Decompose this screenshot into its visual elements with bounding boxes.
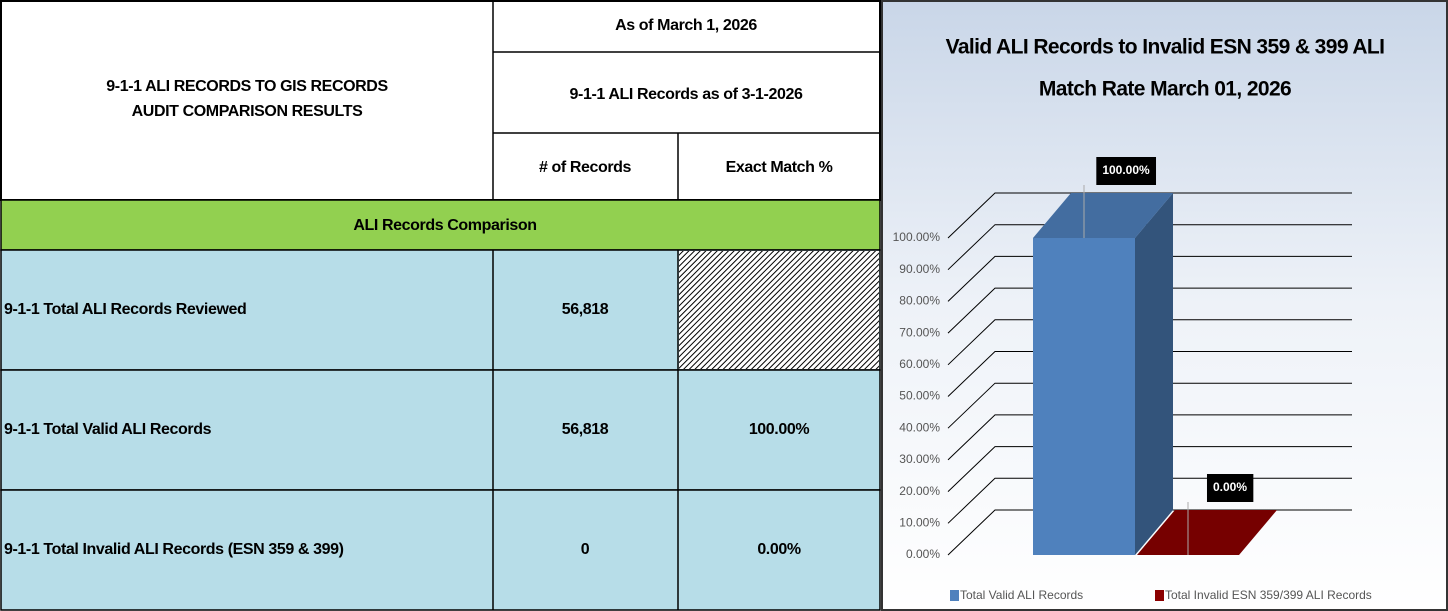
y-tick-label: 60.00%	[899, 357, 940, 371]
y-tick-label: 70.00%	[899, 325, 940, 339]
cell-value: 0	[581, 541, 590, 558]
y-tick-label: 90.00%	[899, 262, 940, 276]
chart-title: Valid ALI Records to Invalid ESN 359 & 3…	[946, 36, 1385, 59]
grid-line	[947, 446, 1352, 492]
audit-table: 9-1-1 ALI RECORDS TO GIS RECORDS AUDIT C…	[0, 0, 881, 611]
header-bg	[0, 0, 881, 201]
legend-swatch	[950, 590, 959, 601]
table-title: AUDIT COMPARISON RESULTS	[132, 103, 363, 120]
row-label: 9-1-1 Total ALI Records Reviewed	[4, 301, 246, 318]
chart-title: Match Rate March 01, 2026	[1039, 78, 1291, 101]
bar-side	[1135, 193, 1173, 555]
cell-value: 0.00%	[757, 541, 801, 558]
legend-label: Total Valid ALI Records	[960, 588, 1083, 602]
y-tick-label: 20.00%	[899, 484, 940, 498]
y-tick-label: 40.00%	[899, 420, 940, 434]
data-label-box	[1096, 157, 1157, 185]
y-tick-label: 10.00%	[899, 515, 940, 529]
data-label: 100.00%	[1102, 163, 1150, 177]
data-label: 0.00%	[1213, 480, 1247, 494]
section-title: ALI Records Comparison	[353, 217, 536, 234]
bar-top-shade	[1137, 510, 1277, 555]
y-tick-label: 80.00%	[899, 294, 940, 308]
bar-side-shade	[1135, 193, 1173, 555]
subheader: 9-1-1 ALI Records as of 3-1-2026	[570, 86, 803, 103]
y-tick-label: 0.00%	[906, 547, 940, 561]
bar-top	[1137, 510, 1277, 555]
column-header: Exact Match %	[726, 159, 833, 176]
grid-line	[947, 255, 1352, 302]
row-label: 9-1-1 Total Invalid ALI Records (ESN 359…	[4, 541, 344, 558]
grid-line	[947, 287, 1352, 334]
y-tick-label: 50.00%	[899, 389, 940, 403]
bar-front	[1033, 238, 1135, 555]
grid-line	[947, 351, 1352, 397]
cell-value: 56,818	[562, 421, 609, 438]
bar-top	[1033, 193, 1173, 238]
chart: Valid ALI Records to Invalid ESN 359 & 3…	[881, 0, 1448, 611]
cell-value: 56,818	[562, 301, 609, 318]
grid-line	[947, 319, 1352, 366]
y-tick-label: 100.00%	[893, 230, 941, 244]
row-label: 9-1-1 Total Valid ALI Records	[4, 421, 212, 438]
bar-top-shade	[1033, 193, 1173, 238]
hatched-cell	[679, 251, 879, 369]
data-label-box	[1206, 474, 1254, 502]
column-header: # of Records	[539, 159, 632, 176]
grid-line	[947, 382, 1352, 429]
grid-line	[947, 192, 1352, 239]
row-bg	[0, 489, 881, 611]
grid-line	[947, 414, 1352, 461]
as-of: As of March 1, 2026	[615, 17, 757, 34]
table-title: 9-1-1 ALI RECORDS TO GIS RECORDS	[106, 78, 388, 95]
cell-value: 100.00%	[749, 421, 810, 438]
y-tick-label: 30.00%	[899, 452, 940, 466]
legend-label: Total Invalid ESN 359/399 ALI Records	[1165, 588, 1372, 602]
grid-line	[947, 224, 1352, 271]
row-bg	[0, 369, 881, 491]
legend-swatch	[1155, 590, 1164, 601]
